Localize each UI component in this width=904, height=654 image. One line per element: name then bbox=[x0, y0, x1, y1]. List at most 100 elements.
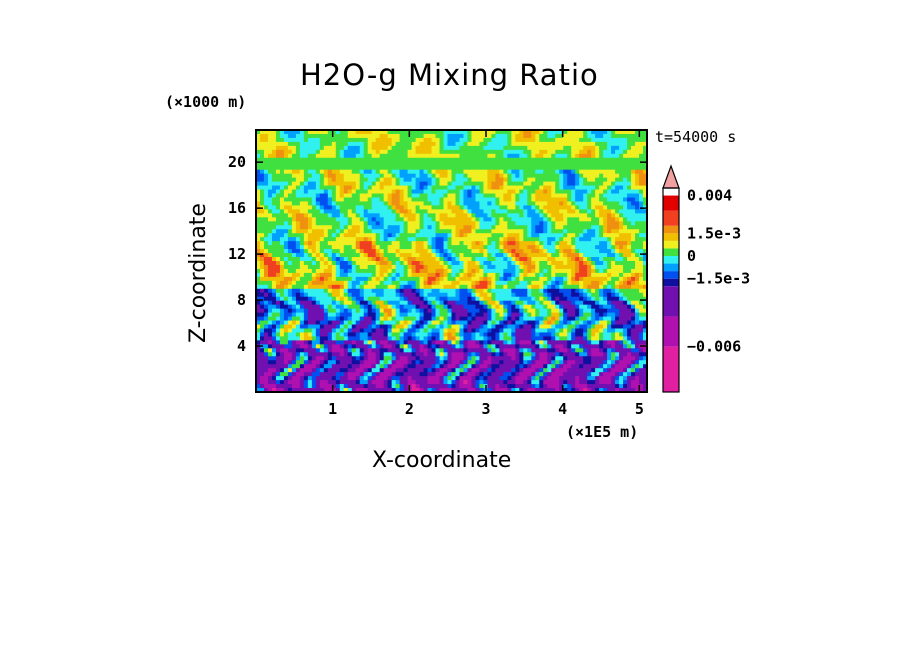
heatmap-cell bbox=[643, 225, 647, 230]
heatmap-cell bbox=[335, 328, 341, 333]
heatmap-cell bbox=[439, 177, 444, 183]
heatmap-cell bbox=[347, 145, 353, 151]
heatmap-cell bbox=[395, 300, 401, 306]
heatmap-cell bbox=[455, 149, 460, 155]
heatmap-cell bbox=[495, 193, 500, 198]
heatmap-cell bbox=[483, 141, 488, 147]
heatmap-cell bbox=[283, 320, 289, 325]
heatmap-cell bbox=[303, 233, 309, 238]
heatmap-cell bbox=[351, 300, 357, 306]
heatmap-cell bbox=[503, 241, 508, 246]
heatmap-cell bbox=[327, 133, 333, 139]
heatmap-cell bbox=[459, 249, 464, 254]
heatmap-cell bbox=[275, 284, 281, 290]
heatmap-cell bbox=[519, 276, 524, 282]
heatmap-cell bbox=[607, 320, 612, 325]
heatmap-cell bbox=[287, 177, 293, 183]
heatmap-cell bbox=[375, 264, 381, 270]
heatmap-cell bbox=[567, 157, 572, 163]
heatmap-cell bbox=[367, 284, 373, 290]
heatmap-cell bbox=[411, 165, 416, 171]
heatmap-cell bbox=[399, 169, 405, 175]
heatmap-cell bbox=[459, 257, 464, 262]
heatmap-cell bbox=[503, 145, 508, 151]
heatmap-cell bbox=[339, 201, 345, 206]
heatmap-cell bbox=[291, 157, 297, 163]
heatmap-cell bbox=[507, 237, 512, 242]
heatmap-cell bbox=[351, 137, 357, 143]
heatmap-cell bbox=[339, 189, 345, 194]
heatmap-cell bbox=[463, 189, 468, 194]
heatmap-cell bbox=[403, 221, 409, 226]
heatmap-cell bbox=[435, 213, 440, 218]
heatmap-cell bbox=[535, 304, 540, 310]
heatmap-cell bbox=[256, 137, 261, 143]
heatmap-cell bbox=[435, 137, 440, 143]
heatmap-cell bbox=[587, 165, 592, 171]
heatmap-cell bbox=[355, 249, 361, 254]
heatmap-cell bbox=[307, 185, 313, 190]
heatmap-cell bbox=[447, 268, 452, 274]
heatmap-cell bbox=[587, 217, 592, 222]
heatmap-cell bbox=[327, 304, 333, 310]
heatmap-cell bbox=[479, 264, 484, 270]
heatmap-cell bbox=[563, 130, 568, 135]
heatmap-cell bbox=[379, 312, 385, 317]
heatmap-cell bbox=[291, 189, 297, 194]
heatmap-cell bbox=[511, 280, 516, 286]
heatmap-cell bbox=[331, 245, 337, 250]
heatmap-cell bbox=[339, 213, 345, 218]
heatmap-cell bbox=[483, 241, 488, 246]
heatmap-cell bbox=[299, 130, 305, 135]
heatmap-cell bbox=[287, 173, 293, 179]
heatmap-cell bbox=[327, 193, 333, 198]
heatmap-cell bbox=[375, 296, 381, 302]
heatmap-cell bbox=[551, 165, 556, 171]
heatmap-cell bbox=[275, 153, 281, 159]
heatmap-cell bbox=[531, 272, 536, 278]
heatmap-cell bbox=[355, 300, 361, 306]
heatmap-cell bbox=[263, 157, 269, 163]
heatmap-cell bbox=[299, 288, 305, 294]
heatmap-cell bbox=[299, 173, 305, 179]
heatmap-cell bbox=[307, 249, 313, 254]
heatmap-cell bbox=[423, 245, 428, 250]
heatmap-cell bbox=[263, 229, 269, 234]
heatmap-cell bbox=[447, 181, 452, 186]
heatmap-cell bbox=[375, 304, 381, 310]
heatmap-cell bbox=[299, 157, 305, 163]
heatmap-cell bbox=[355, 296, 361, 302]
heatmap-cell bbox=[259, 320, 265, 325]
heatmap-cell bbox=[583, 181, 588, 186]
heatmap-cell bbox=[603, 197, 608, 202]
heatmap-cell bbox=[339, 292, 345, 298]
heatmap-cell bbox=[459, 201, 464, 206]
heatmap-cell bbox=[275, 245, 281, 250]
heatmap-cell bbox=[583, 320, 588, 325]
heatmap-cell bbox=[367, 133, 373, 139]
heatmap-cell bbox=[499, 292, 504, 298]
heatmap-cell bbox=[523, 316, 528, 321]
heatmap-cell bbox=[435, 268, 440, 274]
heatmap-cell bbox=[275, 217, 281, 222]
heatmap-cell bbox=[571, 169, 576, 175]
heatmap-cell bbox=[327, 257, 333, 262]
heatmap-cell bbox=[567, 328, 572, 333]
heatmap-cell bbox=[507, 173, 512, 179]
heatmap-cell bbox=[343, 300, 349, 306]
heatmap-cell bbox=[511, 292, 516, 298]
heatmap-cell bbox=[567, 205, 572, 210]
heatmap-cell bbox=[591, 241, 596, 246]
heatmap-cell bbox=[339, 284, 345, 290]
heatmap-cell bbox=[603, 276, 608, 282]
heatmap-cell bbox=[295, 249, 301, 254]
heatmap-cell bbox=[391, 261, 397, 266]
heatmap-cell bbox=[527, 173, 532, 179]
heatmap-cell bbox=[391, 304, 397, 310]
heatmap-cell bbox=[319, 133, 325, 139]
heatmap-cell bbox=[599, 221, 604, 226]
heatmap-cell bbox=[331, 316, 337, 321]
heatmap-cell bbox=[443, 221, 448, 226]
heatmap-cell bbox=[295, 328, 301, 333]
heatmap-cell bbox=[619, 189, 624, 194]
